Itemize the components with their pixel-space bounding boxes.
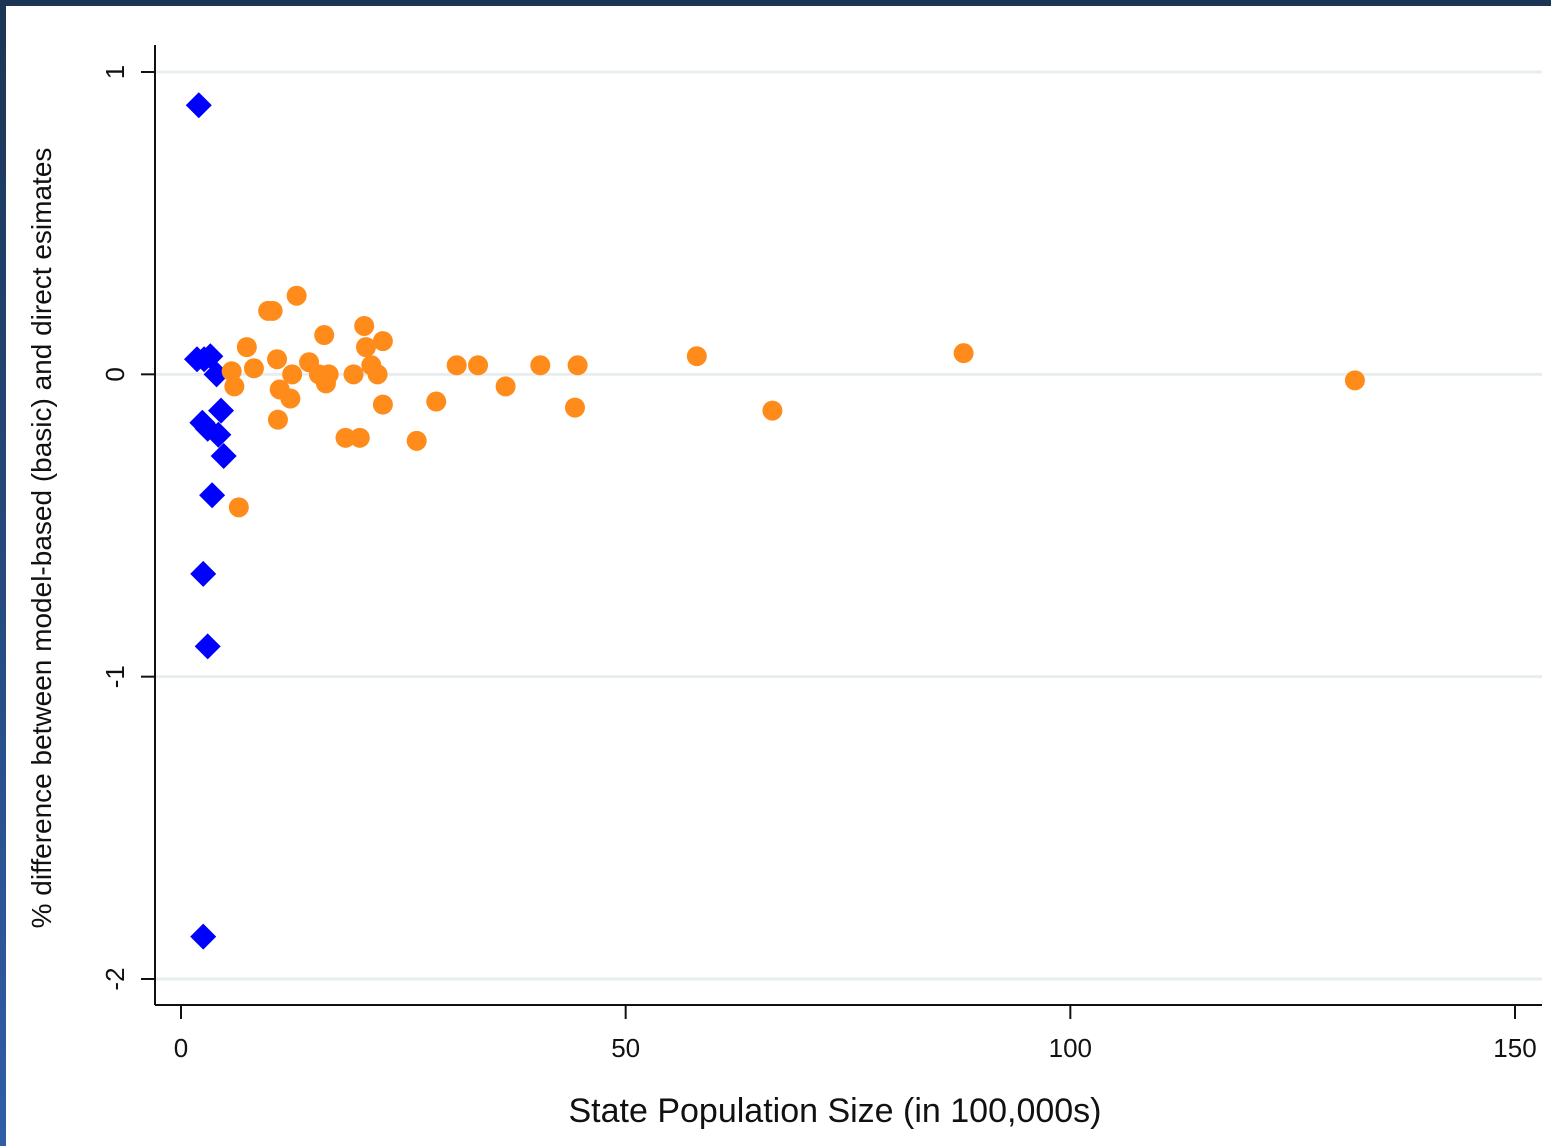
circle-point: [1344, 370, 1365, 391]
circle-point: [355, 337, 376, 358]
circle-point: [406, 430, 427, 451]
circle-point: [243, 358, 264, 379]
y-tick-label: -1: [100, 665, 130, 688]
circle-point: [367, 364, 388, 385]
circle-point: [224, 376, 245, 397]
circle-point: [530, 355, 551, 376]
circle-point: [314, 325, 335, 346]
circle-point: [236, 337, 257, 358]
diamond-point: [190, 560, 217, 587]
data-points: [184, 92, 1365, 950]
circle-point: [282, 364, 303, 385]
circle-point: [686, 346, 707, 367]
circle-point: [372, 331, 393, 352]
circle-point: [262, 300, 283, 321]
x-tick-label: 150: [1493, 1033, 1536, 1063]
y-ticks: -2 -1 0 1: [100, 65, 155, 991]
circle-point: [762, 400, 783, 421]
circle-point: [343, 364, 364, 385]
gridlines: [155, 70, 1542, 981]
diamond-point: [208, 397, 235, 424]
circle-point: [426, 391, 447, 412]
circle-point: [372, 394, 393, 415]
circle-point: [228, 497, 249, 518]
circle-point: [267, 349, 288, 370]
circle-point: [567, 355, 588, 376]
x-tick-label: 50: [611, 1033, 640, 1063]
circle-point: [446, 355, 467, 376]
axes: [154, 45, 1542, 1006]
x-ticks: 0 50 100 150: [174, 1005, 1537, 1063]
y-tick-label: -2: [100, 967, 130, 990]
circle-point: [564, 397, 585, 418]
diamond-point: [194, 633, 221, 660]
circle-point: [495, 376, 516, 397]
circle-point: [318, 364, 339, 385]
circle-point: [349, 427, 370, 448]
diamond-point: [210, 442, 237, 469]
left-frame-edge: [0, 6, 6, 1146]
chart-background: [6, 6, 1551, 1146]
circle-point: [286, 285, 307, 306]
x-tick-label: 0: [174, 1033, 188, 1063]
y-axis-label: % difference between model-based (basic)…: [26, 148, 57, 929]
circle-point: [335, 427, 356, 448]
diamond-point: [199, 482, 226, 509]
circle-point: [354, 315, 375, 336]
circle-point: [221, 361, 242, 382]
x-tick-label: 100: [1049, 1033, 1092, 1063]
circle-point: [267, 409, 288, 430]
diamond-point: [185, 92, 212, 119]
circle-point: [953, 343, 974, 364]
y-tick-label: 1: [100, 65, 130, 79]
y-tick-label: 0: [100, 367, 130, 381]
diamond-point: [205, 421, 232, 448]
circle-point: [280, 388, 301, 409]
x-axis-label: State Population Size (in 100,000s): [568, 1092, 1101, 1130]
diamond-point: [190, 923, 217, 950]
circle-point: [468, 355, 489, 376]
